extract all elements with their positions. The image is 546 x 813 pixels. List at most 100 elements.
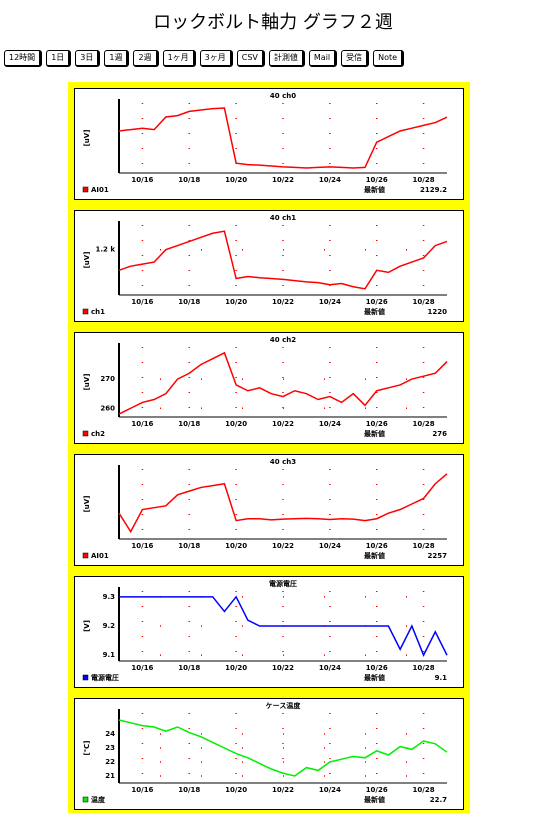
x-tick-label: 10/20: [225, 298, 247, 306]
range-button[interactable]: 計測値: [268, 50, 305, 67]
x-tick-label: 10/22: [272, 176, 294, 184]
legend-swatch: [82, 308, 89, 315]
chart-panel: 40 ch2 [uV] 270 260 10/16 10/18 10/20 10/22 10/2…: [74, 332, 464, 444]
x-tick-label: 10/24: [319, 176, 341, 184]
x-tick-label: 10/22: [272, 298, 294, 306]
x-tick-label: 10/20: [225, 176, 247, 184]
chart-panel: 40 ch1 [uV] 1.2 k 10/16 10/18 10/20 10/22 10/24…: [74, 210, 464, 322]
x-tick-label: 10/16: [131, 786, 153, 794]
x-tick-label: 10/20: [225, 542, 247, 550]
x-tick-label: 10/26: [366, 420, 388, 428]
y-tick-label: 24: [105, 730, 115, 738]
range-button[interactable]: 1週: [104, 50, 130, 67]
chart-title: 40 ch0: [270, 92, 296, 100]
y-axis-label: [uV]: [83, 496, 91, 513]
series-line: [118, 473, 448, 534]
y-tick-label: 21: [105, 772, 115, 780]
legend-label: AI01: [91, 552, 109, 560]
legend-label: 電源電圧: [91, 673, 119, 682]
latest-value: 9.1: [435, 674, 448, 682]
latest-value: 1220: [428, 308, 448, 316]
y-axis-label: [uV]: [83, 130, 91, 147]
x-tick-label: 10/18: [178, 664, 200, 672]
legend-label: ch1: [91, 308, 105, 316]
x-tick-label: 10/24: [319, 298, 341, 306]
x-tick-label: 10/28: [413, 298, 435, 306]
x-tick-label: 10/24: [319, 786, 341, 794]
latest-value: 22.7: [430, 796, 447, 804]
x-tick-label: 10/20: [225, 786, 247, 794]
y-axis-label: [V]: [83, 620, 91, 632]
chart-panel: ケース温度 [℃] 24 23 22 21 10/16 10/18 10/20 10/22 10/2…: [74, 698, 464, 810]
x-tick-label: 10/24: [319, 420, 341, 428]
series-line: [118, 719, 448, 777]
legend-swatch: [82, 674, 89, 681]
series-line: [118, 351, 448, 415]
series-line: [118, 230, 448, 290]
legend-swatch: [82, 552, 89, 559]
page-title: ロックボルト軸力 グラフ２週: [153, 12, 393, 33]
x-tick-label: 10/26: [366, 298, 388, 306]
range-button[interactable]: 3日: [75, 50, 101, 67]
x-tick-label: 10/24: [319, 542, 341, 550]
x-tick-label: 10/26: [366, 176, 388, 184]
x-tick-label: 10/24: [319, 664, 341, 672]
y-tick-label: 1.2 k: [96, 246, 116, 254]
latest-label: 最新値: [364, 673, 385, 682]
x-tick-label: 10/26: [366, 542, 388, 550]
x-tick-label: 10/28: [413, 542, 435, 550]
button-bar: 12時間 1日 3日 1週 2週 1ヶ月 3ヶ月 CSV 計測値 Mail 受信 Note: [4, 50, 544, 67]
chart-title: 40 ch3: [270, 458, 296, 466]
range-button[interactable]: CSV: [236, 50, 265, 67]
chart-panel: 40 ch0 [uV] 10/16 10/18 10/20 10/22 10/24 10/26…: [74, 88, 464, 200]
range-button[interactable]: 12時間: [4, 50, 43, 67]
x-tick-label: 10/22: [272, 786, 294, 794]
chart-panel: 電源電圧 [V] 9.3 9.2 9.1 10/16 10/18 10/20 10/22 10/2…: [74, 576, 464, 688]
x-tick-label: 10/16: [131, 542, 153, 550]
range-button[interactable]: 1日: [46, 50, 72, 67]
legend-swatch: [82, 430, 89, 437]
x-tick-label: 10/22: [272, 542, 294, 550]
y-axis-label: [uV]: [83, 252, 91, 269]
y-tick-label: 9.1: [103, 651, 116, 659]
y-tick-label: 270: [100, 375, 115, 383]
y-tick-label: 9.3: [103, 593, 116, 601]
y-tick-label: 22: [105, 758, 115, 766]
range-button[interactable]: 1ヶ月: [162, 50, 196, 67]
x-tick-label: 10/28: [413, 420, 435, 428]
x-tick-label: 10/18: [178, 420, 200, 428]
x-tick-label: 10/26: [366, 786, 388, 794]
chart-panel: 40 ch3 [uV] 10/16 10/18 10/20 10/22 10/24 10/26…: [74, 454, 464, 566]
range-button[interactable]: Mail: [308, 50, 338, 67]
x-tick-label: 10/18: [178, 176, 200, 184]
x-tick-label: 10/16: [131, 298, 153, 306]
legend-swatch: [82, 796, 89, 803]
chart-title: 電源電圧: [269, 579, 297, 588]
x-tick-label: 10/22: [272, 420, 294, 428]
range-button[interactable]: 2週: [133, 50, 159, 67]
latest-value: 2129.2: [420, 186, 447, 194]
legend-swatch: [82, 186, 89, 193]
latest-label: 最新値: [364, 795, 385, 804]
x-tick-label: 10/26: [366, 664, 388, 672]
x-tick-label: 10/16: [131, 420, 153, 428]
range-button[interactable]: 3ヶ月: [199, 50, 233, 67]
legend-label: 温度: [91, 795, 106, 804]
y-tick-label: 260: [100, 404, 115, 412]
legend-label: ch2: [91, 430, 105, 438]
latest-label: 最新値: [364, 429, 385, 438]
range-button[interactable]: 受信: [341, 50, 370, 67]
y-tick-label: 9.2: [103, 622, 116, 630]
latest-value: 2257: [428, 552, 448, 560]
x-tick-label: 10/28: [413, 664, 435, 672]
range-button[interactable]: Note: [373, 50, 405, 67]
x-tick-label: 10/18: [178, 542, 200, 550]
series-line: [118, 107, 448, 169]
x-tick-label: 10/18: [178, 786, 200, 794]
y-tick-label: 23: [105, 744, 115, 752]
x-tick-label: 10/22: [272, 664, 294, 672]
chart-title: ケース温度: [266, 701, 302, 710]
y-axis-label: [℃]: [83, 741, 91, 756]
latest-label: 最新値: [364, 551, 385, 560]
latest-label: 最新値: [364, 185, 385, 194]
